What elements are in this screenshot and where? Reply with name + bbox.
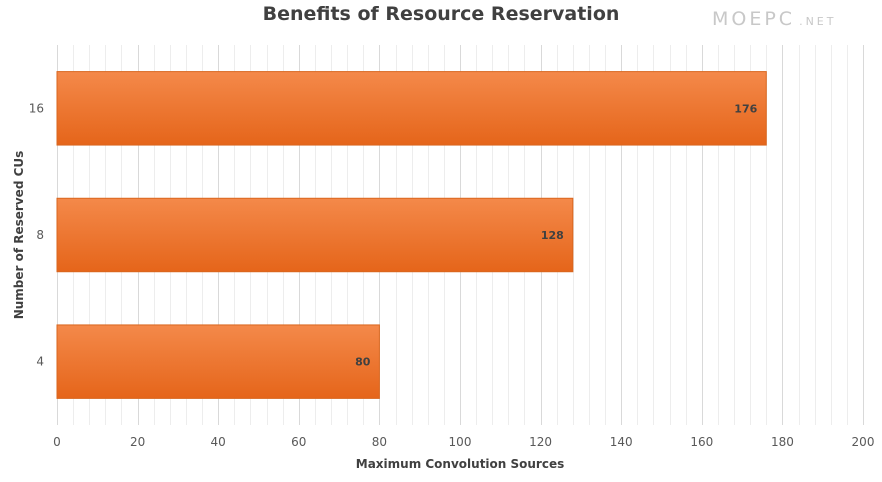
labels: 0 20 40 60 80 100 120 140 160 180 200 80 4 128 8 176 16 [29, 101, 875, 449]
data-label-8: 128 [541, 229, 564, 242]
y-tick-label-16: 16 [29, 101, 44, 115]
x-tick-label: 0 [53, 435, 61, 449]
x-tick-label: 180 [771, 435, 794, 449]
x-tick-label: 160 [690, 435, 713, 449]
bar-8 [56, 197, 574, 273]
x-tick-label: 60 [291, 435, 306, 449]
x-tick-label: 120 [529, 435, 552, 449]
data-label-16: 176 [734, 102, 757, 115]
y-axis-title: Number of Reserved CUs [12, 151, 26, 320]
chart-title: Benefits of Resource Reservation [262, 3, 620, 25]
bar-16 [56, 71, 767, 146]
x-axis-title: Maximum Convolution Sources [356, 457, 565, 471]
bars [56, 71, 767, 399]
y-tick-label-8: 8 [36, 228, 44, 242]
watermark-main: MOEPC [712, 8, 796, 30]
x-tick-label: 80 [372, 435, 387, 449]
x-tick-label: 40 [211, 435, 226, 449]
x-tick-label: 100 [449, 435, 472, 449]
bar-4 [56, 324, 380, 399]
x-tick-label: 140 [610, 435, 633, 449]
x-tick-label: 200 [852, 435, 875, 449]
watermark-suffix: .NET [799, 15, 837, 28]
watermark-logo: MOEPC .NET [712, 8, 836, 30]
x-tick-label: 20 [130, 435, 145, 449]
data-label-4: 80 [355, 356, 371, 369]
y-tick-label-4: 4 [36, 355, 44, 369]
